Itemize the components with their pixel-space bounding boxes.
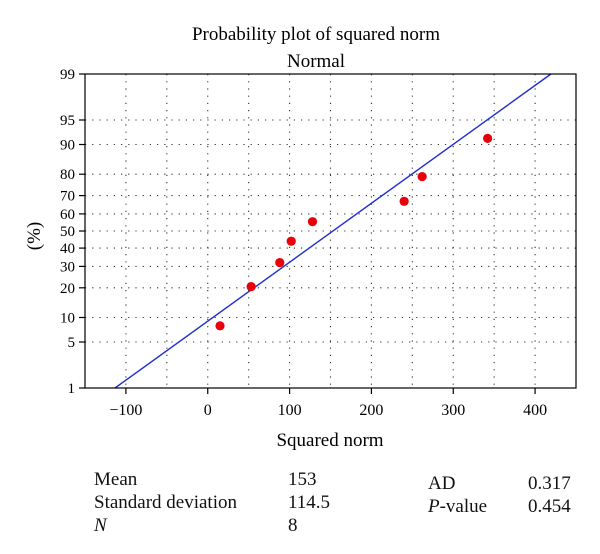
- data-point: [307, 217, 318, 227]
- y-tick-label: 10: [60, 310, 75, 326]
- y-tick-label: 5: [68, 335, 76, 351]
- y-tick-label: 80: [60, 167, 75, 183]
- mean-label: Mean: [94, 469, 138, 490]
- x-tick-label: 300: [441, 402, 465, 419]
- chart-subtitle: Normal: [287, 51, 345, 72]
- x-axis-label: Squared norm: [276, 430, 383, 451]
- ad-label: AD: [428, 473, 456, 494]
- fit-line-group: [114, 73, 552, 389]
- data-point: [286, 236, 296, 246]
- mean-value: 153: [288, 469, 317, 490]
- sd-value: 114.5: [288, 492, 331, 513]
- data-point: [417, 171, 427, 182]
- n-value: 8: [288, 515, 298, 536]
- data-point: [399, 196, 409, 206]
- data-point: [246, 282, 256, 292]
- data-point: [215, 321, 225, 331]
- y-tick-label: 20: [60, 281, 75, 297]
- y-tick-label: 50: [60, 224, 75, 240]
- ad-value: 0.317: [528, 473, 571, 494]
- x-tick-label: 100: [278, 402, 302, 419]
- n-label: N: [94, 515, 107, 536]
- x-axis: −100 0 100 200 300 400: [109, 388, 547, 419]
- y-axis-label: (%): [24, 222, 45, 250]
- data-point: [275, 257, 285, 268]
- p-label-italic: P: [428, 496, 440, 517]
- sd-label: Standard deviation: [94, 492, 237, 513]
- data-points: [215, 133, 493, 331]
- y-tick-label: 99: [60, 67, 75, 83]
- y-tick-label: 70: [60, 189, 75, 205]
- p-value: 0.454: [528, 496, 571, 517]
- p-value-label: P-value: [428, 496, 487, 518]
- y-tick-label: 30: [60, 259, 75, 275]
- y-tick-label: 1: [68, 381, 76, 397]
- x-tick-label: −100: [109, 402, 142, 419]
- data-point: [483, 133, 493, 143]
- probability-plot: Probability plot of squared norm Normal …: [24, 24, 577, 451]
- x-tick-label: 200: [359, 402, 383, 419]
- y-tick-label: 95: [60, 113, 75, 129]
- grid: [85, 73, 576, 389]
- y-tick-label: 90: [60, 138, 75, 154]
- y-tick-label: 60: [60, 207, 75, 223]
- x-tick-label: 400: [523, 402, 547, 419]
- chart-title: Probability plot of squared norm: [192, 24, 440, 45]
- x-tick-label: 0: [204, 402, 212, 419]
- y-tick-label: 40: [60, 241, 75, 257]
- p-label-rest: -value: [439, 496, 488, 517]
- fit-line: [114, 73, 552, 389]
